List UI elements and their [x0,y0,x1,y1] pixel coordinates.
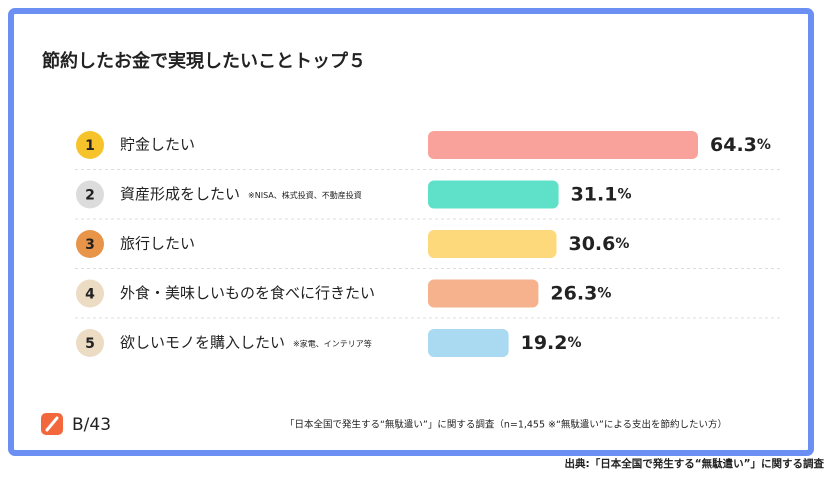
rank-number: 5 [85,336,95,352]
chart-title: 節約したお金で実現したいことトップ５ [42,50,366,72]
value-label: 30.6% [568,233,629,255]
value-label: 26.3% [550,282,611,304]
rank-number: 3 [85,237,95,253]
category-label: 欲しいモノを購入したい [120,334,285,352]
rank-number: 4 [85,287,95,303]
category-label: 旅行したい [120,235,195,253]
category-note: ※NISA、株式投資、不動産投資 [248,190,362,200]
rank-number: 1 [85,138,95,154]
rank-badge [76,131,104,159]
bar [428,230,557,258]
brand: B/43 [72,415,111,435]
bar [428,329,509,357]
frame [8,8,814,456]
value-label: 19.2% [521,332,582,354]
value-label: 64.3% [710,134,771,156]
survey-note: 「日本全国で発生する“無駄遣い”」に関する調査（n=1,455 ※“無駄遣い”に… [285,419,727,431]
rank-number: 2 [85,188,95,204]
bar [428,279,539,308]
rank-badge [76,279,104,308]
category-label: 資産形成をしたい [120,185,240,203]
bar [428,180,559,209]
rank-badge [76,180,104,209]
bar [428,131,698,159]
rank-badge [76,329,104,357]
category-note: ※家電、インテリア等 [293,339,372,349]
source: 出典:「日本全国で発生する“無駄遣い”」に関する調査 [565,457,825,470]
category-label: 貯金したい [120,136,195,154]
category-label: 外食・美味しいものを食べに行きたい [120,284,375,302]
rank-badge [76,230,104,258]
value-label: 31.1% [571,183,632,205]
brand-logo [41,413,63,435]
